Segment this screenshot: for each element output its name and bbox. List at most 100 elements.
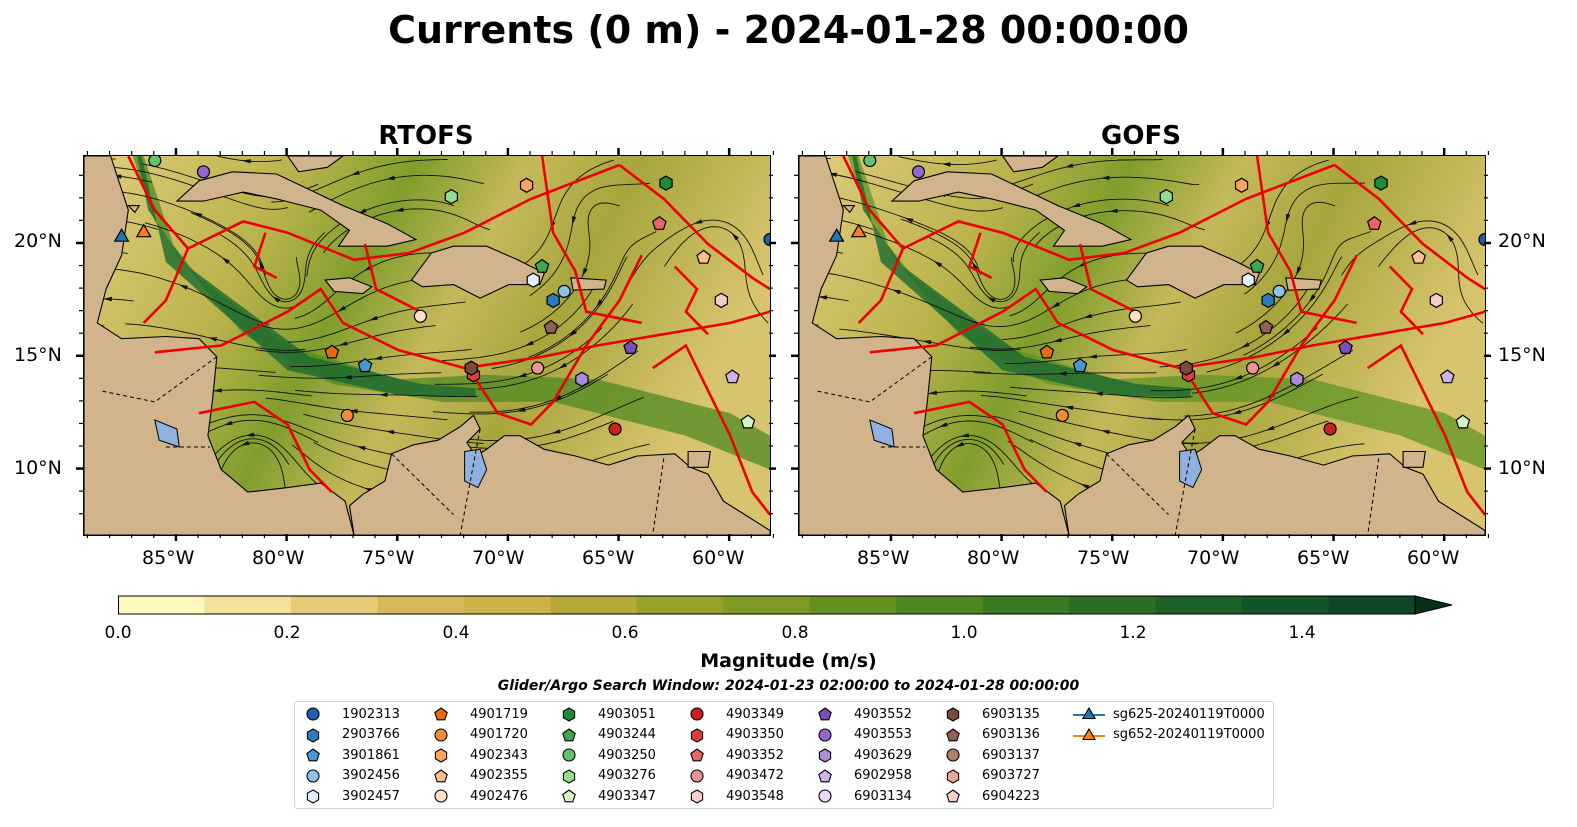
stream-arrow: [1051, 301, 1060, 309]
legend-item-4903349: 4903349: [689, 705, 784, 723]
land: [799, 156, 1485, 535]
legend-item-1902313: 1902313: [305, 705, 400, 723]
legend-item-3902457: 3902457: [305, 787, 400, 805]
legend-symbol: [946, 707, 960, 722]
legend-symbol: [818, 727, 832, 742]
legend-item-4902355: 4902355: [433, 767, 528, 785]
land-polygon: [1402, 450, 1426, 468]
colorbar-segment: [463, 596, 551, 614]
lat-label-left-15: 15°N: [14, 344, 62, 366]
stream-arrow: [1093, 391, 1103, 396]
legend-symbol: [434, 727, 448, 742]
colorbar-tick-1: 0.2: [273, 623, 301, 643]
lon-label-gofs-80: 80°W: [967, 547, 1020, 569]
float-marker-4903472: [1246, 361, 1260, 375]
colorbar-tick-6: 1.2: [1119, 623, 1147, 643]
legend-item-6903136: 6903136: [945, 726, 1040, 744]
float-marker-4902343: [1234, 177, 1249, 193]
lat-label-right-15: 15°N: [1498, 344, 1546, 366]
stream-arrow: [221, 257, 230, 265]
float-marker-1902313: [763, 232, 770, 247]
stream-arrow: [568, 329, 577, 337]
current-band: [132, 156, 770, 470]
country-border: [391, 453, 454, 516]
lake: [154, 419, 180, 448]
map-gofs-canvas: [799, 156, 1485, 535]
stream-arrow: [1071, 202, 1081, 208]
colorbar-segment: [377, 596, 465, 614]
stream-arrow: [394, 207, 404, 212]
land-polygon: [1039, 277, 1088, 295]
legend-label: 1902313: [342, 706, 400, 722]
legend-item-4901719: 4901719: [433, 705, 528, 723]
legend-symbol: [306, 727, 320, 743]
stream-arrow: [385, 430, 395, 435]
colorbar-extend-arrow: [1414, 595, 1453, 615]
float-marker-6902958: [1439, 369, 1455, 384]
float-marker-4903629: [1290, 371, 1304, 387]
float-marker-4903548: [1429, 292, 1444, 309]
legend-label: 3901861: [342, 747, 400, 763]
eez-line: [142, 247, 190, 324]
legend-item-4903244: 4903244: [561, 726, 656, 744]
float-marker-4901720: [1055, 408, 1069, 423]
land-polygon: [687, 450, 711, 468]
stream-arrow: [960, 433, 970, 438]
lon-label-gofs-85: 85°W: [857, 547, 910, 569]
legend-symbol: [1073, 727, 1105, 740]
stream-arrow: [693, 219, 703, 224]
stream-arrow: [258, 260, 265, 269]
legend-item-6903137: 6903137: [945, 746, 1040, 764]
legend-symbol: [562, 707, 576, 722]
land-polygon: [84, 156, 355, 535]
legend-label: 4903347: [598, 788, 656, 804]
legend-label: 4903548: [726, 788, 784, 804]
float-marker-4903553: [196, 165, 211, 179]
legend-label: 4903552: [854, 706, 912, 722]
legend-item-4903051: 4903051: [561, 705, 656, 723]
colorbar-segment: [1069, 596, 1157, 614]
legend-label: 4902355: [470, 768, 528, 783]
stream-arrow: [933, 260, 943, 268]
legend-item-4903472: 4903472: [689, 767, 784, 785]
stream-arrow: [1271, 361, 1281, 368]
legend-label: 4903349: [726, 706, 784, 722]
legend-label: 3902457: [342, 788, 400, 804]
colorbar-segment: [118, 596, 205, 614]
eez-line: [1078, 243, 1136, 313]
land-polygon: [410, 245, 545, 299]
float-marker-6903135: [1179, 360, 1193, 376]
eez-line: [363, 243, 421, 313]
map-rtofs-canvas: [84, 156, 770, 535]
country-border: [459, 428, 481, 535]
eez-line: [540, 156, 642, 325]
lake: [869, 419, 895, 448]
colorbar-tick-5: 1.0: [950, 623, 978, 643]
legend-symbol: [434, 768, 448, 782]
colorbar-segment: [204, 596, 292, 614]
stream-arrow: [1308, 294, 1316, 303]
legend: 1902313 2903766 3901861 3902456 3902457 49017…: [294, 701, 1274, 809]
float-marker-3902457: [526, 272, 540, 288]
country-border: [652, 458, 665, 535]
float-marker-1902313: [1478, 232, 1485, 247]
colorbar-tick-4: 0.8: [781, 623, 809, 643]
legend-item-4903548: 4903548: [689, 787, 784, 805]
eez-line: [618, 163, 770, 291]
legend-symbol: [690, 768, 704, 783]
country-border: [814, 356, 933, 403]
figure-title: Currents (0 m) - 2024-01-28 00:00:00: [388, 8, 1189, 52]
stream-arrow: [240, 440, 250, 446]
float-marker-4903352: [1366, 215, 1382, 230]
legend-symbol: [818, 789, 832, 803]
legend-symbol: [306, 707, 320, 721]
lat-label-right-10: 10°N: [1498, 457, 1546, 479]
legend-item-4903552: 4903552: [817, 705, 912, 723]
lon-label-gofs-65: 65°W: [1297, 547, 1350, 569]
legend-item-3902456: 3902456: [305, 767, 400, 785]
legend-symbol: [306, 789, 320, 804]
legend-item-6903135: 6903135: [945, 705, 1040, 723]
stream-arrow: [524, 340, 534, 346]
colorbar-tick-3: 0.6: [611, 623, 639, 643]
colorbar-tick-2: 0.4: [442, 623, 470, 643]
